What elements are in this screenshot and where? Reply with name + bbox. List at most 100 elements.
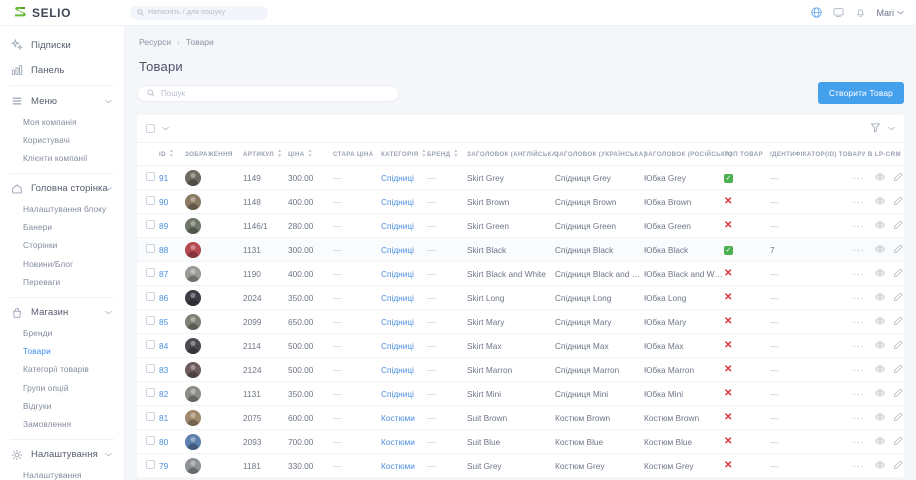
th-id[interactable]: ID ▲ ▼	[159, 142, 185, 166]
sidebar-item-pages[interactable]: Сторінки	[23, 240, 58, 251]
table-row[interactable]: 84 2114 500.00— Спідниці — Skirt Max Спідниця …	[137, 333, 904, 358]
chevron-down-icon[interactable]	[105, 450, 112, 459]
product-id-link[interactable]: 87	[159, 268, 169, 279]
sidebar-item-product-categories[interactable]: Категорії товарів	[23, 364, 89, 375]
edit-icon[interactable]	[893, 412, 903, 424]
cell-category[interactable]: Костюми	[381, 405, 427, 430]
product-id-link[interactable]: 79	[159, 460, 169, 471]
category-link[interactable]: Спідниці	[381, 388, 414, 399]
product-id-link[interactable]: 85	[159, 316, 169, 327]
category-link[interactable]: Костюми	[381, 412, 415, 423]
global-search-input[interactable]: Натисніть / для пошуку	[130, 5, 268, 20]
cell-checkbox[interactable]	[137, 213, 159, 238]
cell-checkbox[interactable]	[137, 261, 159, 286]
table-row[interactable]: 80 2093 700.00— Костюми — Suit Blue Костюм Blu…	[137, 429, 904, 454]
sidebar-item-menu[interactable]: Меню	[0, 89, 124, 113]
more-icon[interactable]: ···	[853, 340, 866, 351]
sort-icon[interactable]: ▲ ▼	[277, 148, 283, 159]
cell-checkbox[interactable]	[137, 309, 159, 334]
bell-icon[interactable]	[855, 7, 866, 18]
cell-checkbox[interactable]	[137, 429, 159, 454]
table-row[interactable]: 88 1131 300.00— Спідниці — Skirt Black Спідниц…	[137, 237, 904, 262]
th-sku[interactable]: АРТИКУЛ ▲ ▼	[243, 142, 288, 166]
cell-category[interactable]: Спідниці	[381, 189, 427, 214]
cell-category[interactable]: Спідниці	[381, 261, 427, 286]
cell-checkbox[interactable]	[137, 285, 159, 310]
cell-id[interactable]: 81	[159, 405, 185, 430]
category-link[interactable]: Костюми	[381, 460, 415, 471]
cell-category[interactable]: Спідниці	[381, 165, 427, 190]
sidebar-item-block-settings[interactable]: Налаштування блоку	[23, 204, 107, 215]
sidebar-item-users[interactable]: Користувачі	[23, 134, 70, 145]
edit-icon[interactable]	[893, 460, 903, 472]
edit-icon[interactable]	[893, 244, 903, 256]
more-icon[interactable]: ···	[853, 436, 866, 447]
cell-category[interactable]: Спідниці	[381, 357, 427, 382]
sidebar-item-advantages[interactable]: Переваги	[23, 276, 61, 287]
category-link[interactable]: Костюми	[381, 436, 415, 447]
product-id-link[interactable]: 89	[159, 220, 169, 231]
edit-icon[interactable]	[893, 316, 903, 328]
product-id-link[interactable]: 90	[159, 196, 169, 207]
table-row[interactable]: 89 1146/1 280.00— Спідниці — Skirt Green Спідн…	[137, 213, 904, 238]
eye-icon[interactable]	[875, 412, 885, 424]
edit-icon[interactable]	[893, 436, 903, 448]
product-id-link[interactable]: 81	[159, 412, 169, 423]
th-category[interactable]: КАТЕГОРІЯ ▲ ▼	[381, 142, 427, 166]
cell-checkbox[interactable]	[137, 237, 159, 262]
more-icon[interactable]: ···	[853, 172, 866, 183]
eye-icon[interactable]	[875, 460, 885, 472]
cell-checkbox[interactable]	[137, 165, 159, 190]
table-row[interactable]: 90 1148 400.00— Спідниці — Skirt Brown Спідниц…	[137, 189, 904, 214]
row-checkbox[interactable]	[146, 316, 155, 325]
filter-icon[interactable]	[870, 122, 881, 136]
bulk-actions-chevron-down-icon[interactable]	[162, 124, 169, 133]
table-row[interactable]: 91 1149 300.00— Спідниці — Skirt Grey Спідниця…	[137, 165, 904, 190]
product-id-link[interactable]: 88	[159, 244, 169, 255]
sort-icon[interactable]: ▲ ▼	[307, 148, 313, 159]
sidebar-item-dashboard[interactable]: Панель	[0, 58, 124, 82]
sort-icon[interactable]: ▲ ▼	[168, 148, 175, 159]
category-link[interactable]: Спідниці	[381, 340, 414, 351]
cell-category[interactable]: Спідниці	[381, 213, 427, 238]
edit-icon[interactable]	[893, 196, 903, 208]
globe-icon[interactable]	[810, 7, 822, 18]
table-row[interactable]: 83 2124 500.00— Спідниці — Skirt Marron Спідни…	[137, 357, 904, 382]
edit-icon[interactable]	[893, 388, 903, 400]
eye-icon[interactable]	[875, 268, 885, 280]
user-menu[interactable]: Mari	[877, 8, 905, 18]
sort-icon[interactable]: ▲ ▼	[453, 148, 459, 159]
eye-icon[interactable]	[875, 364, 885, 376]
cell-checkbox[interactable]	[137, 405, 159, 430]
table-row[interactable]: 79 1181 330.00— Костюми — Suit Grey Костюм Gre…	[137, 453, 904, 477]
row-checkbox[interactable]	[146, 460, 155, 469]
category-link[interactable]: Спідниці	[381, 292, 414, 303]
eye-icon[interactable]	[875, 196, 885, 208]
sidebar-item-reviews[interactable]: Відгуки	[23, 400, 52, 411]
search-input[interactable]: Пошук	[137, 84, 399, 102]
eye-icon[interactable]	[875, 220, 885, 232]
cell-checkbox[interactable]	[137, 357, 159, 382]
category-link[interactable]: Спідниці	[381, 268, 414, 279]
sidebar-item-settings[interactable]: Налаштування	[0, 443, 124, 467]
filter-chevron-down-icon[interactable]	[888, 124, 895, 133]
cell-id[interactable]: 87	[159, 261, 185, 286]
cell-id[interactable]: 89	[159, 213, 185, 238]
cell-id[interactable]: 83	[159, 357, 185, 382]
eye-icon[interactable]	[875, 436, 885, 448]
row-checkbox[interactable]	[146, 268, 155, 277]
row-checkbox[interactable]	[146, 364, 155, 373]
more-icon[interactable]: ···	[853, 220, 866, 231]
cell-category[interactable]: Спідниці	[381, 285, 427, 310]
cell-id[interactable]: 80	[159, 429, 185, 454]
more-icon[interactable]: ···	[853, 268, 866, 279]
chevron-down-icon[interactable]	[105, 184, 112, 193]
th-price[interactable]: ЦІНА ▲ ▼	[288, 142, 333, 166]
category-link[interactable]: Спідниці	[381, 172, 414, 183]
eye-icon[interactable]	[875, 244, 885, 256]
row-checkbox[interactable]	[146, 244, 155, 253]
eye-icon[interactable]	[875, 316, 885, 328]
more-icon[interactable]: ···	[853, 412, 866, 423]
cell-checkbox[interactable]	[137, 453, 159, 477]
cell-id[interactable]: 86	[159, 285, 185, 310]
